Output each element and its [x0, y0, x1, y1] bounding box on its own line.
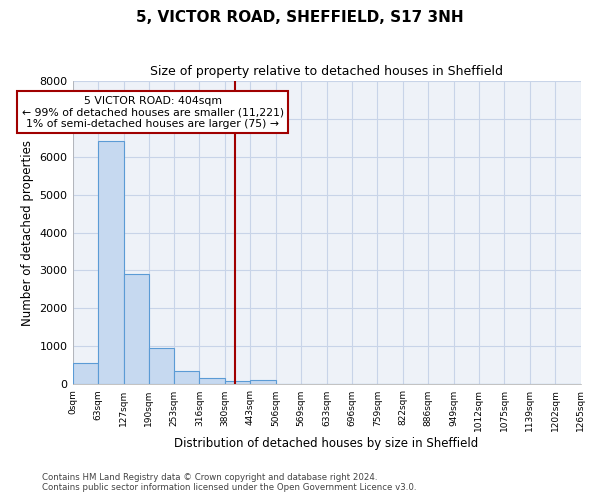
- Bar: [98, 142, 124, 384]
- Text: Contains HM Land Registry data © Crown copyright and database right 2024.
Contai: Contains HM Land Registry data © Crown c…: [42, 473, 416, 492]
- Title: Size of property relative to detached houses in Sheffield: Size of property relative to detached ho…: [150, 65, 503, 78]
- Bar: [174, 371, 199, 384]
- Bar: [225, 380, 250, 384]
- Bar: [199, 378, 225, 384]
- X-axis label: Distribution of detached houses by size in Sheffield: Distribution of detached houses by size …: [175, 437, 479, 450]
- Y-axis label: Number of detached properties: Number of detached properties: [21, 140, 34, 326]
- Bar: [73, 363, 98, 384]
- Text: 5, VICTOR ROAD, SHEFFIELD, S17 3NH: 5, VICTOR ROAD, SHEFFIELD, S17 3NH: [136, 10, 464, 25]
- Bar: [149, 348, 174, 385]
- Bar: [250, 380, 276, 384]
- Text: 5 VICTOR ROAD: 404sqm
← 99% of detached houses are smaller (11,221)
1% of semi-d: 5 VICTOR ROAD: 404sqm ← 99% of detached …: [22, 96, 284, 129]
- Bar: [124, 274, 149, 384]
